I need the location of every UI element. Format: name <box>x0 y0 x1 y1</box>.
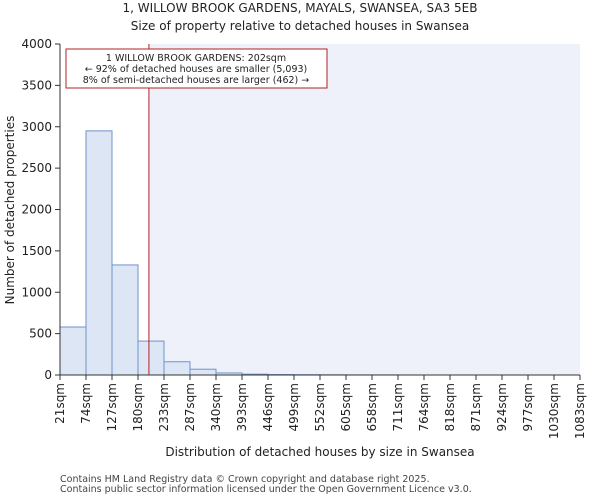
annotation-line-3: 8% of semi-detached houses are larger (4… <box>83 75 310 86</box>
x-tick-label: 605sqm <box>339 383 353 431</box>
bar-21sqm <box>59 326 87 376</box>
annotation-line-1: 1 WILLOW BROOK GARDENS: 202sqm <box>106 53 286 64</box>
y-tick-label: 3000 <box>21 120 52 134</box>
y-tick-label: 0 <box>44 368 52 382</box>
x-tick-label: 180sqm <box>131 383 145 431</box>
chart-title: 1, WILLOW BROOK GARDENS, MAYALS, SWANSEA… <box>122 1 478 15</box>
x-tick-label: 924sqm <box>495 383 509 431</box>
y-tick-label: 3500 <box>21 78 52 92</box>
x-tick-label: 764sqm <box>417 383 431 431</box>
y-tick-label: 2500 <box>21 161 52 175</box>
footer-line-2: Contains public sector information licen… <box>60 484 472 495</box>
x-tick-label: 233sqm <box>157 383 171 431</box>
chart-subtitle: Size of property relative to detached ho… <box>130 19 470 33</box>
y-tick-label: 500 <box>29 327 52 341</box>
bar-287sqm <box>189 368 217 376</box>
bar-127sqm <box>111 264 139 376</box>
y-tick-label: 4000 <box>21 37 52 51</box>
x-tick-label: 818sqm <box>443 383 457 431</box>
x-tick-label: 871sqm <box>469 383 483 431</box>
x-tick-label: 1030sqm <box>547 383 561 439</box>
x-axis-label: Distribution of detached houses by size … <box>165 445 474 459</box>
x-tick-label: 1083sqm <box>573 383 587 439</box>
bar-180sqm <box>137 340 165 376</box>
x-tick-label: 977sqm <box>521 383 535 431</box>
x-tick-label: 340sqm <box>209 383 223 431</box>
bar-233sqm <box>163 361 191 376</box>
x-tick-label: 287sqm <box>183 383 197 431</box>
bar-74sqm <box>85 130 113 376</box>
y-axis-label: Number of detached properties <box>3 116 17 305</box>
annotation-box <box>65 48 328 89</box>
footer-line-1: Contains HM Land Registry data © Crown c… <box>60 474 430 485</box>
x-tick-label: 74sqm <box>79 383 93 424</box>
x-tick-label: 499sqm <box>287 383 301 431</box>
x-tick-label: 711sqm <box>391 383 405 431</box>
x-tick-label: 446sqm <box>261 383 275 431</box>
x-tick-label: 393sqm <box>235 383 249 431</box>
x-tick-label: 552sqm <box>313 383 327 431</box>
annotation-line-2: ← 92% of detached houses are smaller (5,… <box>85 64 308 75</box>
y-tick-label: 1500 <box>21 244 52 258</box>
larger-region-shade <box>148 44 581 375</box>
x-tick-label: 127sqm <box>105 383 119 431</box>
x-tick-label: 21sqm <box>53 383 67 424</box>
y-tick-label: 1000 <box>21 285 52 299</box>
x-tick-label: 658sqm <box>365 383 379 431</box>
y-tick-label: 2000 <box>21 203 52 217</box>
